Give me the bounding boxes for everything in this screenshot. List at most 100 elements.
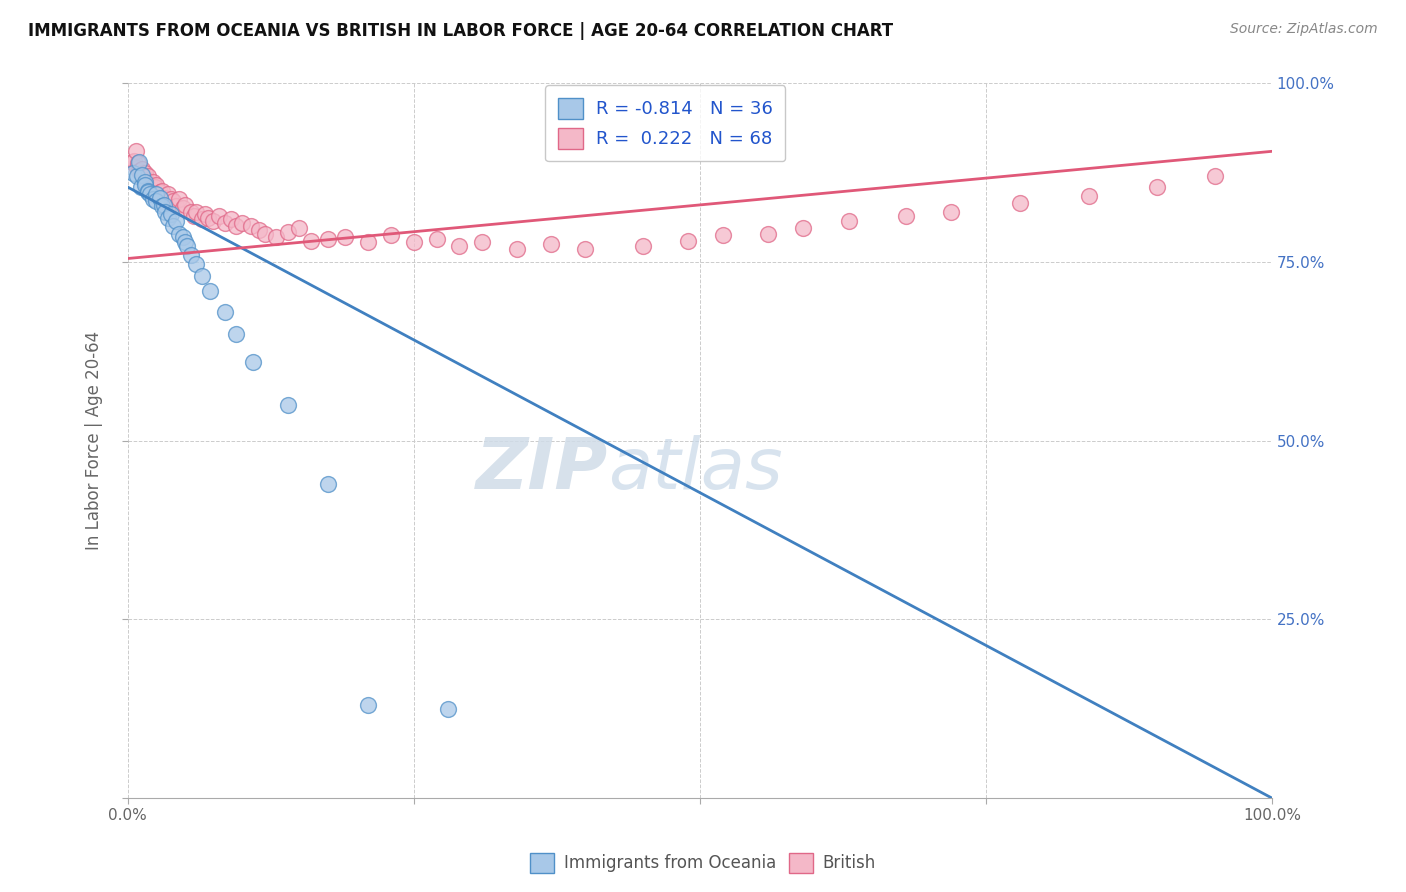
Point xyxy=(277,398,299,412)
Point xyxy=(214,305,236,319)
Point xyxy=(162,219,184,234)
Point xyxy=(134,166,156,180)
Y-axis label: In Labor Force | Age 20-64: In Labor Force | Age 20-64 xyxy=(86,331,103,550)
Point xyxy=(540,237,562,252)
Point xyxy=(136,185,159,199)
Point xyxy=(165,199,187,213)
Point xyxy=(247,223,270,237)
Point xyxy=(202,213,225,227)
Point xyxy=(156,187,179,202)
Point xyxy=(128,155,150,169)
Point xyxy=(124,153,146,168)
Text: atlas: atlas xyxy=(609,434,783,504)
Point xyxy=(225,326,247,341)
Point xyxy=(758,227,780,241)
Point xyxy=(186,256,208,270)
Point xyxy=(1077,189,1099,203)
Point xyxy=(153,191,176,205)
Point xyxy=(357,235,380,249)
Point xyxy=(333,230,356,244)
Point xyxy=(219,212,242,227)
Point xyxy=(128,163,150,178)
Point xyxy=(357,698,380,713)
Point xyxy=(197,211,219,225)
Point xyxy=(191,269,214,284)
Point xyxy=(150,199,173,213)
Point xyxy=(316,232,339,246)
Point xyxy=(194,206,217,220)
Point xyxy=(131,180,153,194)
Point xyxy=(176,239,198,253)
Text: IMMIGRANTS FROM OCEANIA VS BRITISH IN LABOR FORCE | AGE 20-64 CORRELATION CHART: IMMIGRANTS FROM OCEANIA VS BRITISH IN LA… xyxy=(28,22,893,40)
Point xyxy=(167,192,190,206)
Point xyxy=(173,198,195,212)
Point xyxy=(180,205,202,219)
Point xyxy=(136,169,159,184)
Point xyxy=(214,216,236,230)
Point xyxy=(122,166,145,180)
Point xyxy=(242,355,264,369)
Legend: R = -0.814   N = 36, R =  0.222   N = 68: R = -0.814 N = 36, R = 0.222 N = 68 xyxy=(546,86,786,161)
Point xyxy=(145,194,167,209)
Point xyxy=(127,156,149,170)
Point xyxy=(380,227,402,242)
Point xyxy=(208,209,231,223)
Point xyxy=(172,202,194,216)
Point xyxy=(165,213,187,227)
Point xyxy=(121,155,143,169)
Point xyxy=(155,205,177,219)
Point xyxy=(173,235,195,249)
Point xyxy=(277,225,299,239)
Point xyxy=(143,180,166,194)
Point xyxy=(145,178,167,192)
Point xyxy=(231,216,253,230)
Point xyxy=(131,166,153,180)
Point xyxy=(837,213,859,227)
Point xyxy=(299,234,322,248)
Point xyxy=(149,191,172,205)
Point xyxy=(941,205,963,219)
Point xyxy=(449,239,471,253)
Point xyxy=(191,212,214,227)
Point xyxy=(437,702,460,716)
Point xyxy=(316,476,339,491)
Point xyxy=(1010,196,1032,211)
Point xyxy=(125,161,148,175)
Point xyxy=(792,220,814,235)
Point xyxy=(142,175,165,189)
Text: Source: ZipAtlas.com: Source: ZipAtlas.com xyxy=(1230,22,1378,37)
Point xyxy=(186,205,208,219)
Point xyxy=(678,234,700,248)
Point xyxy=(266,230,288,244)
Point xyxy=(172,230,194,244)
Point xyxy=(135,173,157,187)
Point xyxy=(131,168,153,182)
Point xyxy=(1146,180,1168,194)
Point xyxy=(505,242,527,256)
Point xyxy=(402,235,425,249)
Point xyxy=(183,209,205,223)
Point xyxy=(426,232,449,246)
Point xyxy=(225,219,247,234)
Legend: Immigrants from Oceania, British: Immigrants from Oceania, British xyxy=(523,847,883,880)
Point xyxy=(253,227,276,241)
Point xyxy=(288,220,311,235)
Point xyxy=(156,211,179,225)
Point xyxy=(167,227,190,241)
Point xyxy=(125,169,148,184)
Point xyxy=(150,184,173,198)
Point xyxy=(894,209,917,223)
Point xyxy=(131,162,153,177)
Point xyxy=(145,187,167,202)
Point xyxy=(136,184,159,198)
Point xyxy=(139,187,162,202)
Point xyxy=(162,194,184,209)
Point xyxy=(149,185,172,199)
Point xyxy=(180,248,202,262)
Point xyxy=(142,192,165,206)
Point xyxy=(124,145,146,159)
Point xyxy=(240,219,263,234)
Point xyxy=(160,206,183,220)
Point xyxy=(711,227,734,242)
Point xyxy=(471,235,494,249)
